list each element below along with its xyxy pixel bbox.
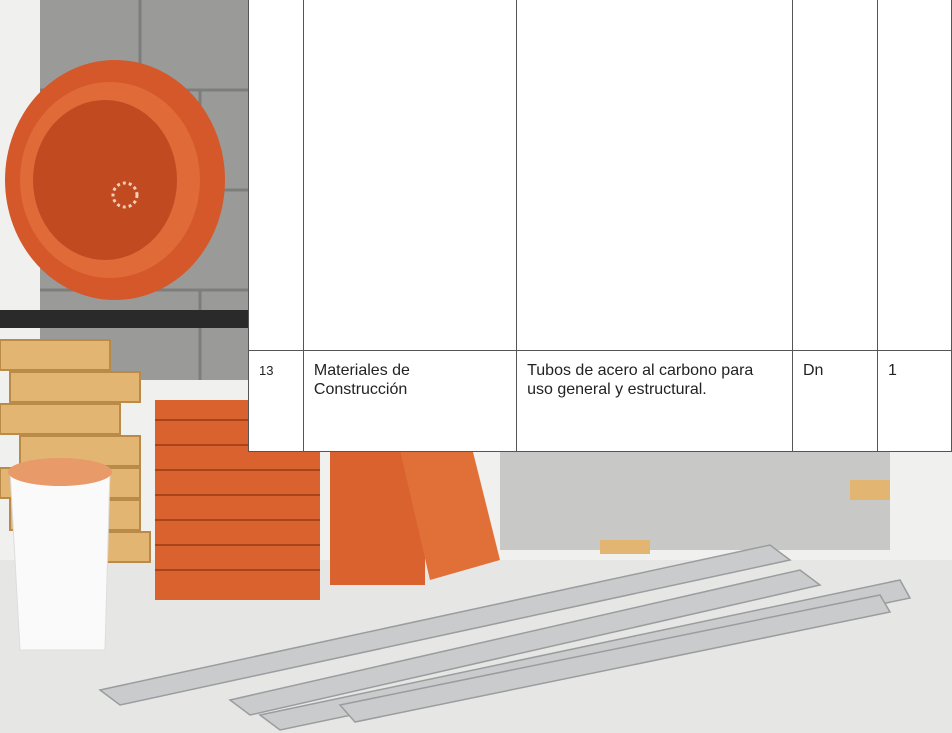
table-cell: 1 [877,350,952,452]
table-cell [791,0,879,351]
table-row: 13 Materiales de Construcción Tubos de a… [248,350,952,452]
table-cell: Tubos de acero al carbono para uso gener… [516,350,793,452]
table-cell [302,0,518,351]
data-table: 13 Materiales de Construcción Tubos de a… [248,0,952,452]
table-row [248,0,952,351]
table-cell: 13 [248,350,304,452]
table-cell: Dn [791,350,879,452]
table-cell [877,0,952,351]
table-cell: Materiales de Construcción [302,350,518,452]
table-cell [516,0,793,351]
table-cell [248,0,304,351]
